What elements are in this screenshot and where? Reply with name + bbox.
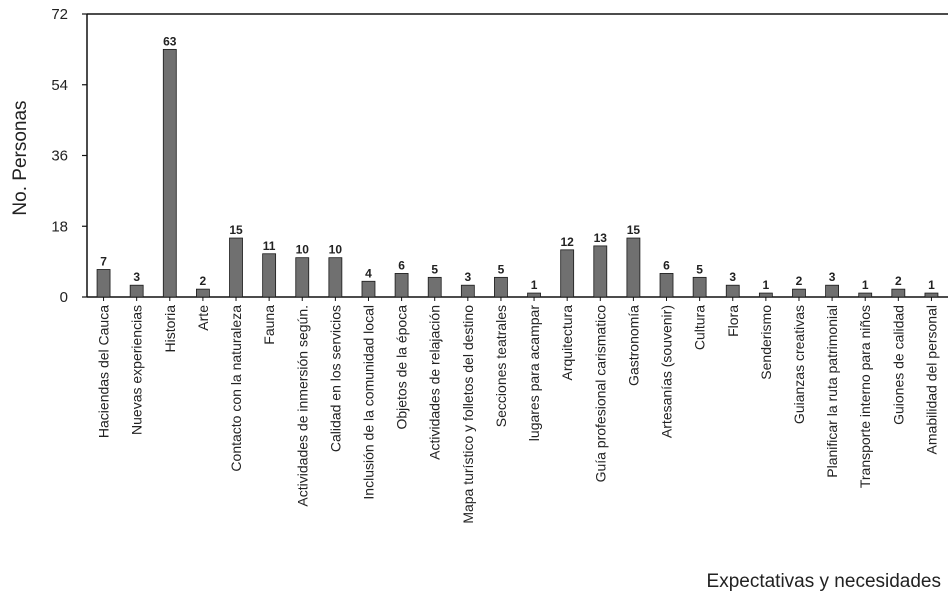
y-tick-label: 54 xyxy=(51,77,68,94)
bar-value-label: 12 xyxy=(560,235,574,249)
category-label: Actividades de inmersión según. xyxy=(294,305,310,507)
bar-value-label: 2 xyxy=(200,274,207,288)
bar-value-label: 3 xyxy=(829,270,836,284)
category-label: Fauna xyxy=(261,305,277,345)
category-label: lugares para acampar xyxy=(526,305,542,442)
bar xyxy=(692,276,707,298)
bar xyxy=(626,237,641,298)
bar-value-label: 11 xyxy=(263,239,276,253)
bar xyxy=(593,245,608,298)
bar xyxy=(659,273,674,298)
bar-series xyxy=(96,48,939,298)
bar-value-label: 2 xyxy=(895,274,902,288)
category-label: Artesanías (souvenir) xyxy=(659,305,675,438)
category-label: Gastronomía xyxy=(625,305,641,386)
bar xyxy=(262,253,277,298)
bar xyxy=(129,284,144,298)
category-label: Arte xyxy=(195,305,211,331)
bar-value-label: 63 xyxy=(163,34,177,48)
bar-value-label: 1 xyxy=(531,278,538,292)
bar-value-label: 1 xyxy=(862,278,869,292)
x-axis-title: Expectativas y necesidades xyxy=(707,571,941,592)
bar xyxy=(494,276,508,298)
category-label: Secciones teatrales xyxy=(493,305,509,427)
category-label: Haciendas del Cauca xyxy=(96,305,112,438)
category-label: Contacto con la naturaleza xyxy=(228,305,244,472)
bar xyxy=(295,257,310,298)
bar xyxy=(924,292,939,298)
category-label: Transporte interno para niños xyxy=(857,305,873,488)
category-label: Flora xyxy=(725,305,741,337)
bar-value-label: 5 xyxy=(498,262,505,276)
category-label: Guianzas creativas xyxy=(791,305,807,424)
bar-value-label: 6 xyxy=(663,258,670,272)
category-label: Cultura xyxy=(692,305,708,350)
bar xyxy=(162,48,177,298)
y-tick-label: 0 xyxy=(60,289,68,306)
bar xyxy=(96,269,111,298)
y-axis-ticks: 0 18 36 54 72 xyxy=(51,6,87,306)
bar-value-label: 3 xyxy=(729,270,736,284)
bar xyxy=(560,249,575,298)
category-label: Actividades de relajación xyxy=(427,305,443,460)
bar xyxy=(427,276,442,298)
bar xyxy=(328,257,343,298)
bar xyxy=(361,280,376,298)
bar-value-label: 6 xyxy=(398,258,405,272)
bar xyxy=(196,288,210,298)
category-label: Amabilidad del personal xyxy=(923,305,939,454)
y-tick-label: 36 xyxy=(51,148,68,165)
category-label: Guiones de calidad xyxy=(890,305,906,425)
category-label: Nuevas experiencias xyxy=(129,305,145,435)
category-label: Arquitectura xyxy=(559,305,575,381)
category-label: Mapa turístico y folletos del destino xyxy=(460,305,476,524)
bar-value-label: 1 xyxy=(928,278,935,292)
bar xyxy=(758,292,773,298)
bar-value-label: 1 xyxy=(763,278,770,292)
y-axis-title: No. Personas xyxy=(10,100,31,215)
bar xyxy=(229,237,243,298)
bar-value-label: 13 xyxy=(594,231,608,245)
category-label: Objetos de la época xyxy=(394,305,410,430)
category-label: Planificar la ruta patrimonial xyxy=(824,305,840,478)
bar xyxy=(394,273,409,298)
bar xyxy=(891,288,906,298)
bar-value-label: 15 xyxy=(229,223,243,237)
bar-value-label: 15 xyxy=(627,223,641,237)
chart-axes xyxy=(86,13,948,298)
bar xyxy=(527,292,541,298)
category-label: Senderismo xyxy=(758,305,774,380)
category-labels: Haciendas del Cauca Nuevas experiencias Hi… xyxy=(96,297,939,524)
bar-value-label: 7 xyxy=(100,254,107,268)
bar xyxy=(792,288,806,298)
bar xyxy=(825,284,839,298)
category-label: Historia xyxy=(162,305,178,353)
bar-value-label: 2 xyxy=(796,274,803,288)
bar-value-label: 3 xyxy=(133,270,140,284)
bar-value-label: 5 xyxy=(431,262,438,276)
y-tick-label: 72 xyxy=(51,6,68,23)
bar-value-label: 4 xyxy=(365,266,372,280)
category-label: Inclusión de la comunidad local xyxy=(360,305,376,500)
bar-value-label: 10 xyxy=(296,243,310,257)
category-label: Calidad en los servicios xyxy=(327,305,343,452)
bar-value-label: 10 xyxy=(329,243,343,257)
bar xyxy=(460,284,475,298)
y-tick-label: 18 xyxy=(51,218,68,235)
bar xyxy=(725,284,740,298)
bar-value-label: 5 xyxy=(696,262,703,276)
bar xyxy=(858,292,873,298)
bar-value-label: 3 xyxy=(464,270,471,284)
category-label: Guía profesional carismatico xyxy=(592,305,608,483)
